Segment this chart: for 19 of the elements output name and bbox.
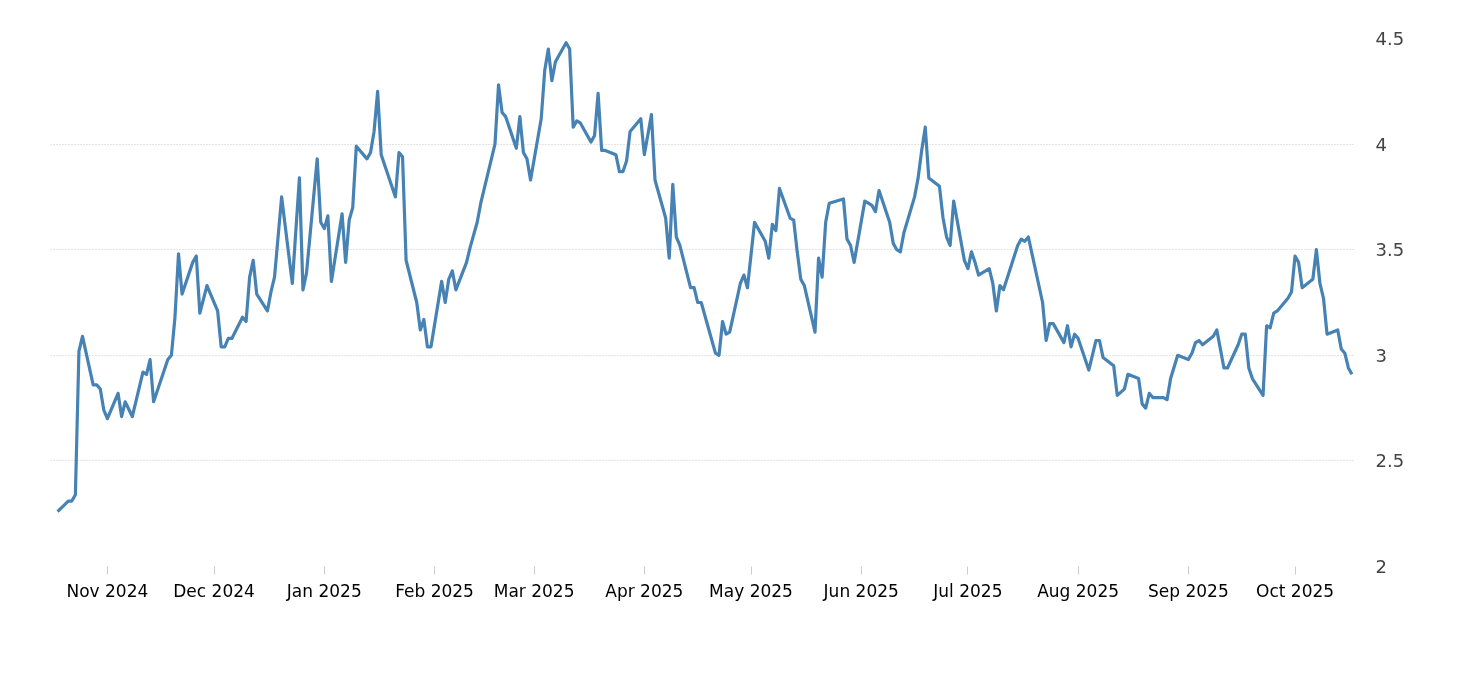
x-tick-label: Aug 2025 bbox=[1037, 580, 1120, 601]
x-tick-label: Jun 2025 bbox=[822, 580, 899, 601]
y-tick-label: 2 bbox=[1375, 556, 1387, 577]
x-tick-label: Nov 2024 bbox=[66, 580, 149, 601]
x-tick-label: Feb 2025 bbox=[395, 580, 474, 601]
x-tick-label: Dec 2024 bbox=[173, 580, 255, 601]
x-tick-label: Oct 2025 bbox=[1256, 580, 1335, 601]
y-tick-label: 4 bbox=[1375, 133, 1387, 155]
y-tick-label: 3 bbox=[1375, 344, 1387, 366]
x-tick-label: Jan 2025 bbox=[285, 580, 362, 601]
x-tick-label: May 2025 bbox=[709, 580, 793, 601]
line-series bbox=[56, 41, 1354, 514]
x-tick-label: Sep 2025 bbox=[1148, 580, 1229, 601]
y-tick-label: 2.5 bbox=[1375, 450, 1405, 472]
x-tick-label: Jul 2025 bbox=[932, 580, 1003, 601]
y-tick-label: 4.5 bbox=[1375, 28, 1405, 49]
x-tick-label: Mar 2025 bbox=[493, 580, 575, 601]
x-tick-label: Apr 2025 bbox=[605, 580, 684, 601]
y-tick-label: 3.5 bbox=[1375, 239, 1405, 261]
